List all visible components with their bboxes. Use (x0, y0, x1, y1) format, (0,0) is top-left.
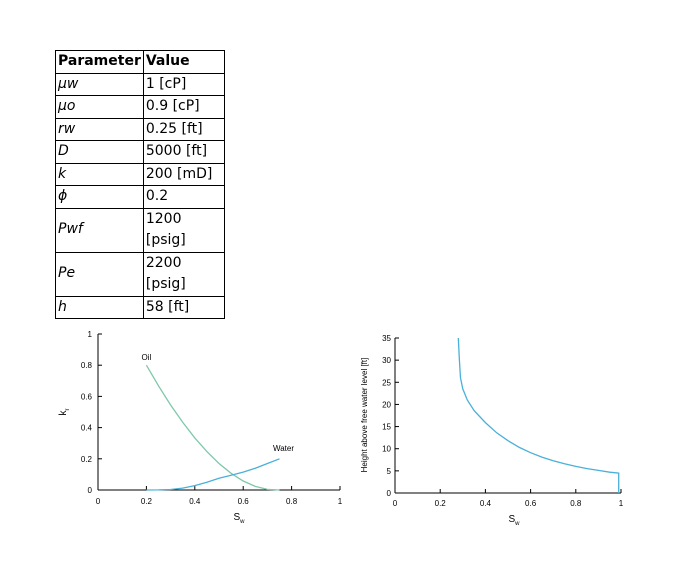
table-row: h 58 [ft] (55, 295, 225, 319)
parameter-table: Parameter Value μw 1 [cP] μo 0.9 [cP] rw 0.… (55, 50, 225, 319)
y-axis-label-subscript: r (65, 409, 71, 411)
y-axis-label: kr (58, 409, 71, 416)
y-tick-label: 1 (88, 330, 93, 339)
param-symbol: rw (55, 117, 144, 141)
y-tick-label: 30 (382, 356, 391, 365)
param-value: 5000 [ft] (142, 140, 225, 164)
x-tick-label: 0.8 (570, 499, 582, 508)
param-value: 0.25 [ft] (142, 117, 225, 141)
x-axis-label: Sw (233, 512, 245, 525)
param-symbol: h (55, 295, 144, 319)
x-tick-label: 0.6 (525, 499, 537, 508)
x-tick-label: 0.8 (286, 497, 298, 506)
y-axis-label: Height above free water level [ft] (360, 358, 369, 473)
x-tick-label: 1 (619, 499, 624, 508)
y-tick-label: 25 (382, 378, 391, 387)
x-tick-label: 1 (338, 497, 343, 506)
series-line-oil (145, 364, 280, 491)
x-tick-label: 0.2 (435, 499, 447, 508)
y-tick-label: 0.6 (81, 392, 93, 401)
param-symbol: μo (55, 95, 144, 119)
param-value: 0.9 [cP] (142, 95, 225, 119)
series-line-height (457, 337, 620, 493)
table-row: ϕ 0.2 (55, 185, 225, 209)
y-tick-label: 0 (88, 486, 93, 495)
y-tick-label: 35 (382, 334, 391, 343)
table-row: D 5000 [ft] (55, 140, 225, 164)
table-header-parameter: Parameter (55, 50, 144, 74)
y-tick-label: 20 (382, 400, 391, 409)
x-axis-label: Sw (508, 514, 520, 527)
table-row: μo 0.9 [cP] (55, 95, 225, 119)
series-label-oil: Oil (142, 353, 152, 362)
x-tick-label: 0 (393, 499, 398, 508)
table-row: Pwf 1200 [psig] (55, 207, 225, 253)
table-row: rw 0.25 [ft] (55, 117, 225, 141)
x-tick-label: 0.4 (189, 497, 201, 506)
param-value: 0.2 (142, 185, 225, 209)
param-symbol: Pwf (55, 207, 144, 253)
x-axis-label-subscript: w (514, 521, 520, 527)
y-tick-label: 0.8 (81, 361, 93, 370)
y-tick-label: 0.4 (81, 424, 93, 433)
series-line-water (146, 458, 280, 491)
y-tick-label: 10 (382, 445, 391, 454)
param-symbol: Pe (55, 251, 144, 297)
y-tick-label: 15 (382, 423, 391, 432)
y-tick-label: 0.2 (81, 455, 93, 464)
y-tick-label: 0 (387, 489, 392, 498)
y-tick-label: 5 (387, 467, 392, 476)
x-tick-label: 0.6 (238, 497, 250, 506)
x-tick-label: 0.2 (141, 497, 153, 506)
table-row: Pe 2200 [psig] (55, 251, 225, 297)
param-value: 2200 [psig] (142, 251, 225, 297)
x-tick-label: 0.4 (480, 499, 492, 508)
param-value: 58 [ft] (142, 295, 225, 319)
x-tick-label: 0 (96, 497, 101, 506)
param-value: 200 [mD] (142, 162, 225, 186)
series-label-water: Water (273, 444, 294, 453)
table-row: k 200 [mD] (55, 162, 225, 186)
x-axis-label-subscript: w (239, 519, 245, 525)
